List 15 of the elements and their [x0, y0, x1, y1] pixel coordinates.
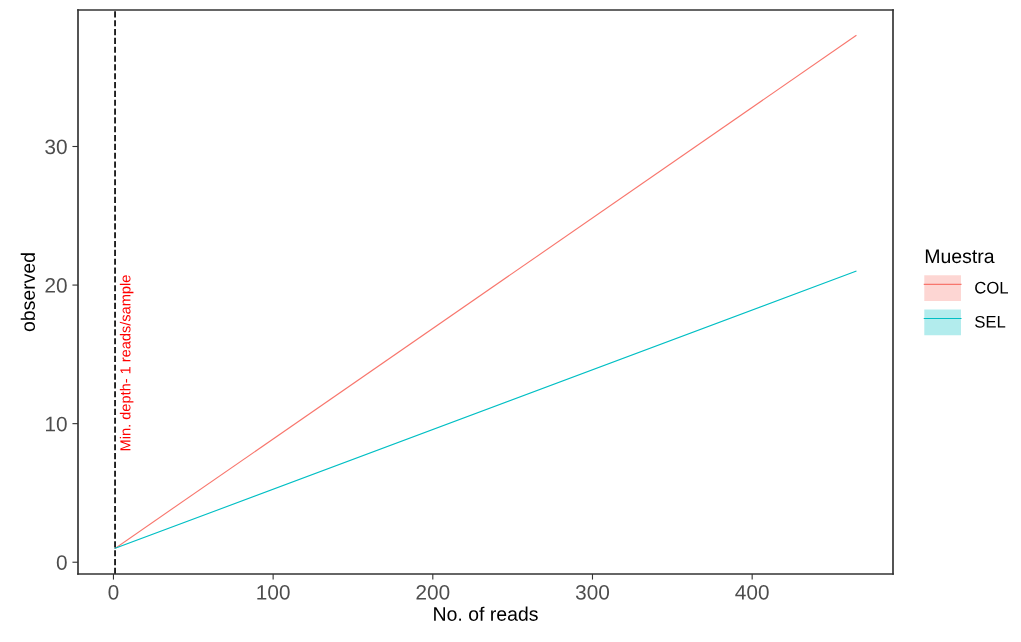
y-tick-label: 10 [46, 416, 67, 432]
legend-title: Muestra [925, 249, 995, 264]
x-tick-label: 100 [257, 584, 290, 600]
legend-label: SEL [975, 315, 1006, 328]
x-tick-label: 200 [416, 584, 450, 600]
y-tick-label: 20 [45, 278, 67, 293]
y-axis-title: observed [20, 253, 36, 332]
x-axis-title: No. of reads [434, 606, 538, 621]
ref-line-label: Min. depth- 1 reads/sample [119, 275, 134, 451]
legend-label: COL [975, 281, 1009, 294]
x-tick-label: 0 [108, 584, 119, 600]
y-tick-label: 0 [56, 555, 67, 570]
y-tick-label: 30 [45, 139, 67, 155]
x-tick-label: 400 [735, 584, 769, 600]
x-tick-label: 300 [575, 584, 610, 600]
